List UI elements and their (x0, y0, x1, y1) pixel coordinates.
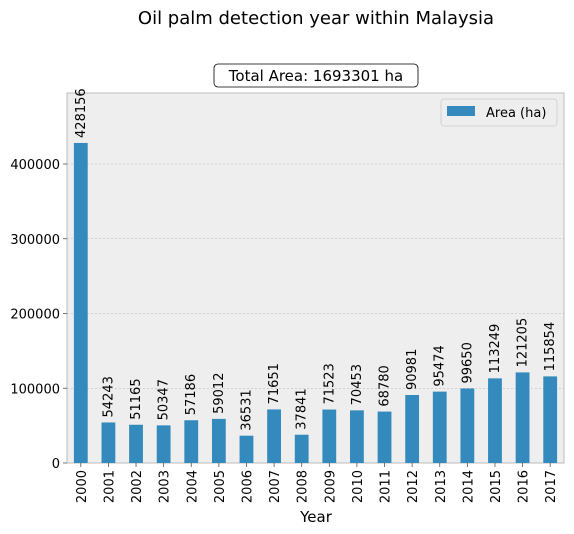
bar-value-label: 71523 (322, 363, 337, 404)
x-tick-label: 2004 (185, 470, 200, 503)
x-tick-label: 2017 (544, 470, 559, 503)
bar-value-label: 70453 (350, 364, 365, 405)
bar (267, 409, 281, 463)
bar-value-label: 50347 (157, 379, 172, 420)
x-tick-label: 2015 (489, 470, 504, 503)
subtitle-frame (213, 63, 419, 88)
x-tick-label: 2000 (75, 470, 90, 503)
bars (73, 142, 558, 463)
bar (460, 388, 475, 463)
y-tick-label: 100000 (10, 382, 60, 397)
chart-title: Oil palm detection year within Malaysia (138, 8, 494, 29)
bar-value-label: 37841 (295, 388, 310, 429)
bar (405, 394, 420, 463)
bar-value-label: 121205 (516, 318, 531, 368)
y-tick-label: 200000 (10, 308, 60, 323)
x-tick-label: 2005 (213, 470, 228, 503)
x-tick-label: 2007 (268, 470, 283, 503)
bar-value-label: 428156 (74, 88, 89, 138)
bar-value-label: 99650 (460, 342, 475, 383)
bar-value-label: 95474 (433, 345, 448, 386)
bar-value-label: 59012 (212, 373, 227, 414)
bar (184, 420, 199, 463)
legend-frame (440, 98, 558, 127)
bar (432, 391, 447, 463)
gridlines (67, 163, 564, 389)
bar-value-label: 68780 (378, 365, 393, 406)
x-tick-label: 2009 (323, 470, 338, 503)
bar-value-label: 115854 (543, 322, 558, 372)
x-tick-label: 2002 (130, 470, 145, 503)
legend-swatch (447, 106, 475, 116)
x-tick-label: 2010 (351, 470, 366, 503)
legend-label: Area (ha) (486, 106, 546, 121)
bar (515, 372, 530, 463)
y-tick-label: 0 (52, 457, 60, 472)
bar-value-label: 113249 (488, 324, 503, 374)
bar (488, 378, 502, 463)
bar (156, 425, 171, 463)
bar (543, 376, 558, 463)
bar-value-label: 36531 (239, 389, 254, 430)
bar (211, 418, 226, 463)
x-axis-label: Year (299, 508, 333, 526)
x-tick-label: 2003 (158, 470, 173, 503)
bar (129, 424, 143, 463)
x-tick-label: 2012 (406, 470, 421, 503)
y-axis-ticks: 0 100000 200000 300000 400000 (10, 158, 67, 472)
bar (73, 142, 88, 463)
x-tick-label: 2014 (461, 470, 476, 503)
y-tick-label: 300000 (10, 233, 60, 248)
chart-subtitle: Total Area: 1693301 ha (228, 67, 403, 85)
x-tick-label: 2011 (379, 470, 394, 503)
bar-value-label: 54243 (101, 376, 116, 417)
bar-value-label: 90981 (405, 349, 420, 390)
bar (350, 410, 364, 463)
x-tick-label: 2016 (517, 470, 532, 503)
bar (322, 409, 337, 463)
plot-area (66, 92, 565, 464)
x-tick-label: 2008 (296, 470, 311, 503)
x-tick-label: 2013 (434, 470, 449, 503)
bar (239, 435, 254, 463)
x-tick-label: 2001 (102, 470, 117, 503)
bar (377, 411, 392, 463)
bar-labels: 428156 54243 51165 50347 57186 59012 36531 7165… (74, 88, 558, 430)
legend: Area (ha) (440, 98, 558, 127)
subtitle-box: Total Area: 1693301 ha (213, 63, 419, 88)
bar-value-label: 71651 (267, 363, 282, 404)
bar (101, 422, 116, 463)
y-tick-label: 400000 (10, 158, 60, 173)
x-tick-label: 2006 (240, 470, 255, 503)
bar (294, 434, 309, 463)
x-axis-ticks: 2000 2001 2002 2003 2004 2005 2006 2007 2008 2009… (75, 463, 559, 503)
bar-value-label: 57186 (184, 374, 199, 415)
bar-value-label: 51165 (129, 378, 144, 419)
